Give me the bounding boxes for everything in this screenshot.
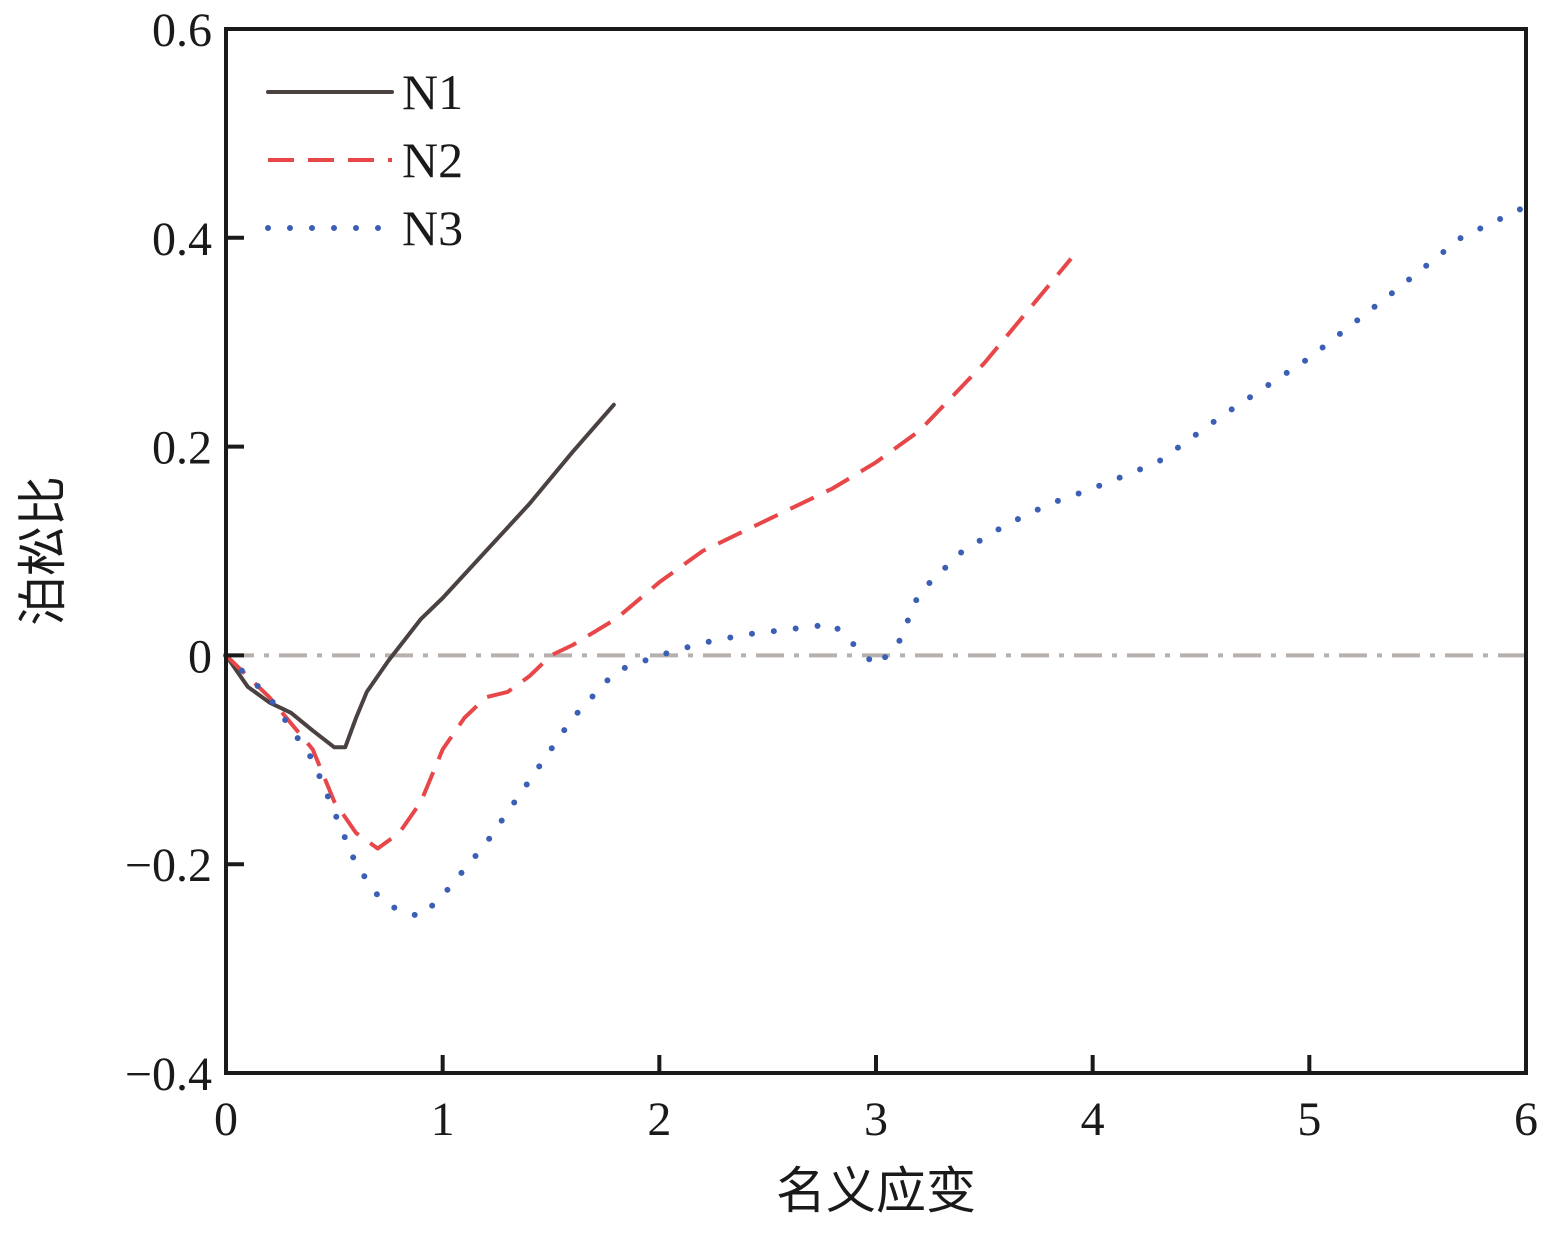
series-line-n1 <box>224 402 616 750</box>
y-tick-label: −0.4 <box>125 1048 212 1101</box>
series-line-n3 <box>223 203 1529 920</box>
y-tick-label: 0 <box>188 630 212 683</box>
x-tick-label: 1 <box>431 1093 455 1146</box>
series-layer <box>223 203 1529 920</box>
y-tick-label: −0.2 <box>125 839 212 892</box>
x-tick-label: 5 <box>1297 1093 1321 1146</box>
y-tick-label: 0.2 <box>152 422 212 475</box>
legend: N1 N2 N3 <box>265 64 463 256</box>
x-tick-label: 4 <box>1081 1093 1105 1146</box>
y-tick-label: 0.4 <box>152 213 212 266</box>
x-tick-label: 6 <box>1514 1093 1538 1146</box>
legend-label-n3: N3 <box>402 200 463 256</box>
x-tick-label: 3 <box>864 1093 888 1146</box>
y-tick-label: 0.6 <box>152 4 212 57</box>
tick-layer: 0 1 2 3 4 5 6 −0.4 −0.2 0 0.2 0.4 0.6 <box>125 4 1538 1146</box>
x-tick-label: 0 <box>214 1093 238 1146</box>
legend-label-n2: N2 <box>402 132 463 188</box>
x-axis-title: 名义应变 <box>776 1162 976 1220</box>
y-axis-title: 泊松比 <box>14 476 72 626</box>
legend-label-n1: N1 <box>402 64 463 120</box>
series-line-n2 <box>224 257 1073 851</box>
x-tick-label: 2 <box>647 1093 671 1146</box>
